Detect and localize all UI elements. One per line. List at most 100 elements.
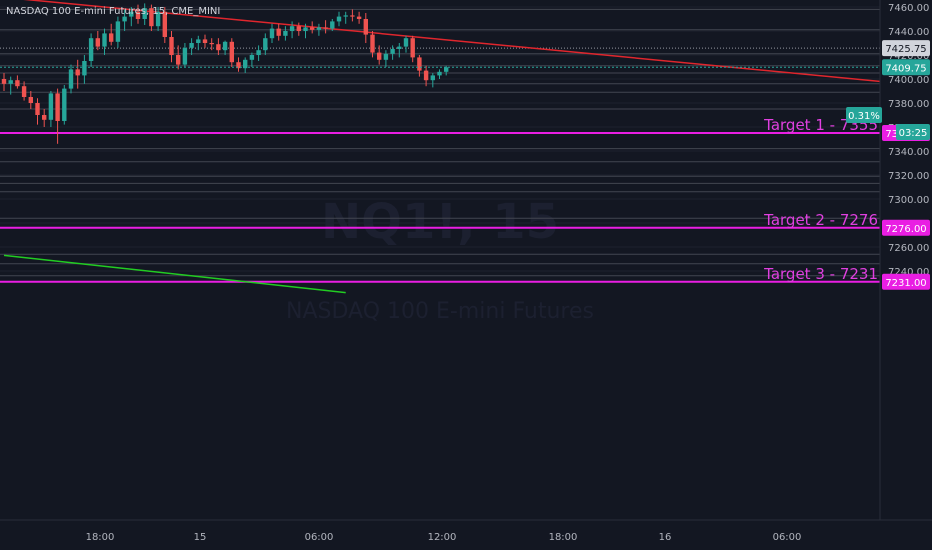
candle [236,57,241,72]
price-grid [0,6,880,272]
candle-body [403,38,409,47]
last-price-overlay: 0.31% 03:25 [846,107,930,140]
time-tick-label: 16 [659,532,672,543]
target-label: Target 3 - 7231 [763,265,878,283]
candle-body [21,86,27,97]
candle-body [263,38,268,51]
trendlines[interactable] [3,0,932,294]
candle-body [88,38,94,61]
time-tick-label: 18:00 [86,532,115,543]
price-tag [882,59,930,76]
candle-body [155,11,161,27]
candle [176,45,181,70]
time-tick-label: 06:00 [773,532,802,543]
candle [209,38,214,51]
candle-body [303,27,308,31]
candle [417,55,422,77]
candle [142,3,147,25]
time-tick-label: 06:00 [305,532,334,543]
candle [1,73,7,91]
candle [75,59,80,89]
candle-body [149,8,154,27]
candle-body [55,93,60,121]
candle-body [8,80,13,84]
candle-body [75,69,80,76]
countdown-badge [896,124,930,140]
candle [437,69,442,79]
candle [229,38,234,67]
time-tick-label: 15 [194,532,207,543]
candle [330,19,335,31]
candle-body [363,19,368,35]
candle [95,31,100,51]
candle [410,35,415,63]
candle-body [142,8,147,19]
candle-body [135,11,141,19]
time-axis-panel [0,520,932,550]
candle [403,35,409,53]
price-axis-panel[interactable] [880,0,932,520]
time-axis[interactable]: 18:00 15 06:00 12:00 18:00 16 06:00 [0,519,932,550]
candle-body [162,11,167,38]
red-trendline[interactable] [4,0,932,88]
candle-body [283,31,288,36]
candle [303,23,308,39]
candle [423,65,429,87]
candle [222,40,228,55]
price-tick-label: 7420.00 [888,51,929,62]
candle [343,11,348,24]
candle-body [370,34,375,53]
candle-body [209,43,214,45]
candle [444,65,449,76]
candle [283,26,288,41]
candle [122,9,127,31]
candle [21,81,27,101]
candle [135,4,141,24]
candle [28,91,33,109]
candle-body [390,49,395,54]
candle [356,11,362,24]
horizontal-levels[interactable] [0,8,880,277]
candle [276,23,281,41]
change-percent: 0.31% [848,111,880,122]
candle [102,28,107,55]
candle-body [196,39,201,43]
candle [323,20,328,34]
watermark-description: NASDAQ 100 E-mini Futures [286,299,594,324]
candle [269,23,275,43]
candle-body [289,26,295,31]
candle-body [122,16,127,22]
candle-body [269,28,275,39]
candle-body [82,61,87,76]
price-tick-label: 7240.00 [888,267,929,278]
candle [397,43,402,58]
candle-body [95,38,100,47]
symbol-title[interactable]: NASDAQ 100 E-mini Futures, 15, CME_MINI [6,6,220,17]
candle [55,88,60,144]
candle [377,45,382,65]
candle [289,21,295,39]
candle-body [48,93,54,120]
candle-body [42,115,47,120]
candle [149,4,154,31]
candle-body [182,47,188,65]
candle [363,13,368,43]
candle-body [1,79,7,84]
candle [129,7,134,27]
candle-body [410,38,415,58]
green-trendline[interactable] [3,254,346,294]
price-tick-label: 7380.00 [888,99,929,110]
candle-body [222,41,228,51]
candle-body [176,55,181,65]
candle-body [115,21,121,42]
candle [162,7,167,43]
candle [310,21,315,34]
candle-body [35,103,40,115]
change-badge [846,107,882,123]
candle [263,33,268,55]
price-tag-label: 7276.00 [885,224,926,235]
candle-body [356,16,362,19]
